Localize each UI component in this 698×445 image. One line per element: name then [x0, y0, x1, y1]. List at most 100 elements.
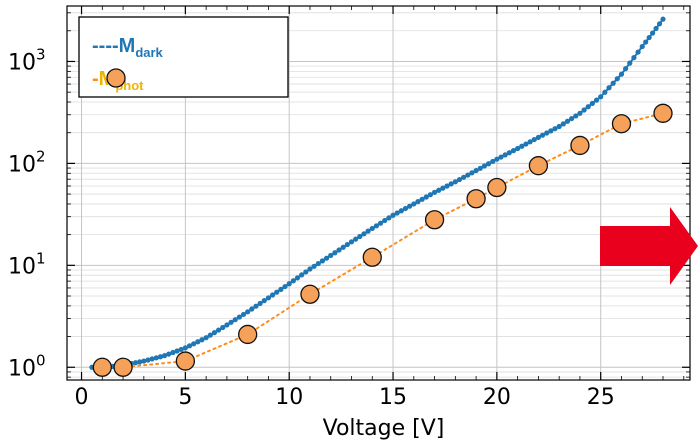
data-point-dark — [419, 196, 425, 202]
data-point-phot — [466, 189, 486, 209]
data-point-dark — [236, 314, 242, 320]
y-tick-label: 100 — [8, 351, 46, 381]
plot-frame — [66, 5, 691, 381]
data-point-dark — [618, 71, 625, 77]
data-point-dark — [390, 212, 396, 218]
data-point-dark — [548, 128, 554, 134]
data-point-dark — [573, 113, 579, 119]
data-point-dark — [282, 283, 288, 290]
data-point-dark — [564, 118, 571, 124]
data-point-dark — [332, 250, 338, 256]
data-point-dark — [211, 330, 218, 336]
x-tick-label: 5 — [178, 385, 192, 410]
data-point-dark — [220, 324, 226, 331]
data-point-dark — [199, 337, 205, 343]
data-point-dark — [303, 269, 309, 275]
data-point-dark — [481, 163, 488, 169]
data-point-dark — [328, 252, 334, 259]
data-point-dark — [610, 80, 616, 86]
data-point-dark — [170, 349, 176, 356]
data-point-dark — [461, 174, 467, 180]
data-point-dark — [319, 258, 326, 264]
data-point-dark — [357, 233, 363, 240]
data-point-dark — [369, 225, 375, 232]
data-point-dark — [519, 143, 525, 149]
data-point-dark — [340, 244, 346, 250]
data-point-dark — [203, 335, 209, 341]
data-point-dark — [232, 317, 238, 323]
data-point-dark — [224, 322, 230, 328]
x-tick-labels: 0 5 10 15 20 25 — [75, 385, 615, 410]
data-point-dark — [157, 354, 164, 360]
data-point-dark — [490, 158, 496, 165]
data-point-dark — [498, 154, 504, 160]
data-point-dark — [544, 130, 550, 136]
data-point-dark — [623, 66, 629, 72]
data-point-dark — [377, 220, 384, 226]
data-point-dark — [286, 281, 292, 287]
data-point-dark — [373, 223, 380, 229]
data-point-dark — [506, 150, 512, 156]
data-point-dark — [265, 295, 272, 301]
data-point-dark — [646, 34, 652, 41]
x-tick-label: 20 — [483, 385, 511, 410]
red-arrow-icon — [600, 207, 698, 285]
data-point-dark — [145, 357, 151, 363]
data-point-dark — [195, 339, 201, 345]
data-point-dark — [311, 263, 317, 269]
data-point-dark — [639, 43, 645, 50]
data-point-dark — [386, 215, 392, 221]
legend: ----Mdark-Mphot — [78, 16, 289, 98]
data-point-dark — [141, 358, 147, 364]
major-grid — [67, 6, 690, 380]
data-point-dark — [294, 275, 301, 281]
data-point-dark — [315, 260, 321, 267]
data-point-dark — [153, 355, 159, 361]
data-point-dark — [452, 179, 458, 185]
data-point-dark — [656, 21, 663, 27]
data-point-phot — [611, 114, 632, 134]
data-point-dark — [261, 298, 267, 304]
data-point-dark — [585, 104, 591, 110]
data-point-dark — [515, 145, 521, 152]
data-point-dark — [162, 353, 168, 359]
y-tick-labels: 100 101 102 103 — [8, 45, 46, 381]
data-point-dark — [552, 126, 558, 132]
data-point-dark — [614, 76, 620, 82]
data-point-dark — [485, 161, 492, 167]
y-tick-label: 103 — [8, 45, 46, 75]
data-point-dark — [643, 39, 649, 45]
data-point-dark — [215, 327, 222, 333]
y-tick-label: 101 — [8, 249, 46, 279]
data-point-dark — [494, 156, 500, 162]
data-point-dark — [423, 194, 429, 200]
data-point-dark — [245, 309, 251, 315]
x-tick-label: 25 — [587, 385, 615, 410]
data-point-dark — [411, 201, 417, 207]
data-point-phot — [92, 357, 112, 377]
series-layer — [89, 16, 673, 377]
data-point-dark — [631, 55, 637, 61]
data-point-dark — [398, 208, 404, 214]
data-point-dark — [598, 94, 604, 100]
data-point-phot — [570, 135, 590, 156]
data-point-dark — [166, 351, 172, 357]
data-point-phot — [487, 177, 507, 198]
data-point-dark — [182, 345, 188, 351]
legend-marker-icon — [106, 68, 126, 88]
data-point-dark — [469, 170, 475, 176]
data-point-dark — [581, 107, 587, 113]
data-point-dark — [174, 348, 180, 354]
x-tick-label: 0 — [75, 385, 89, 410]
data-point-dark — [336, 247, 342, 253]
data-point-dark — [465, 172, 471, 178]
data-point-dark — [207, 332, 213, 338]
data-point-phot — [300, 284, 320, 304]
data-point-dark — [627, 60, 633, 66]
data-point-dark — [323, 255, 330, 261]
data-point-dark — [440, 185, 446, 191]
data-point-phot — [362, 247, 382, 267]
data-point-dark — [191, 341, 197, 347]
data-point-dark — [593, 97, 600, 103]
